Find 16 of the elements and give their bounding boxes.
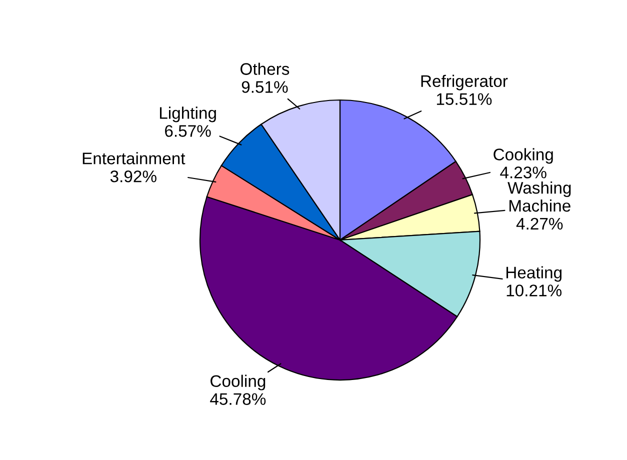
slice-label: Cooling	[210, 374, 266, 390]
data-label: 4.27%	[516, 218, 563, 230]
data-label: 4.23%	[500, 166, 546, 178]
data-label: 45.78%	[210, 393, 266, 405]
slice-label: Lighting	[160, 106, 216, 122]
slice-label: Refrigerator	[421, 74, 508, 90]
data-label: 9.51%	[242, 81, 288, 93]
slice-label: Washing Machine	[508, 182, 571, 212]
slice-label: Heating	[506, 266, 562, 282]
data-label: 15.51%	[436, 93, 492, 105]
slice-label: Cooking	[494, 148, 553, 164]
slice-label: Others	[240, 62, 290, 75]
data-label: 6.57%	[165, 125, 211, 137]
slice-label: Entertainment	[82, 152, 186, 164]
data-label: 3.92%	[110, 170, 156, 182]
data-label: 10.21%	[506, 284, 562, 296]
